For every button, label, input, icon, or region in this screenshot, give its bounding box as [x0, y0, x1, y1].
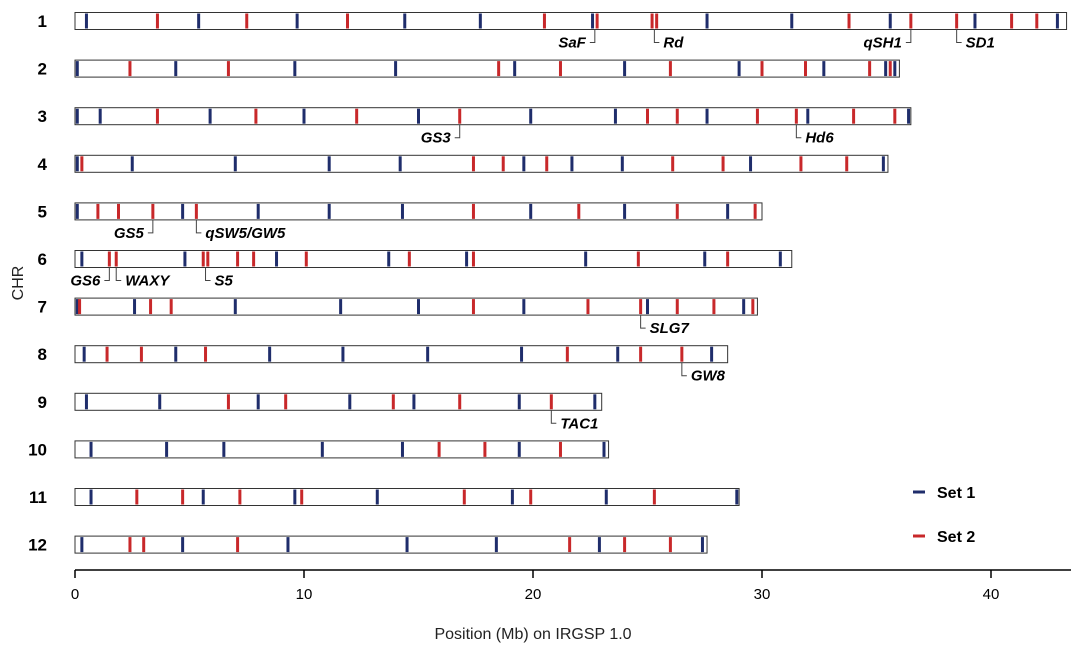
gene-annotation: WAXY [115, 267, 171, 290]
chromosome-9: 9 [38, 392, 603, 412]
chromosome-bar [74, 59, 900, 78]
chromosome-label: 11 [29, 488, 47, 507]
chromosome-3: 3 [38, 107, 912, 126]
chromosome-bar [74, 440, 610, 459]
annotation-leader-line [681, 362, 687, 377]
chromosome-label: 10 [28, 440, 47, 459]
chromosome-label: 12 [28, 536, 47, 555]
gene-annotation: SaF [558, 29, 596, 52]
chromosome-bar [74, 345, 729, 364]
gene-label: TAC1 [560, 415, 598, 432]
gene-label: GS5 [114, 225, 145, 242]
annotation-leader-line [905, 29, 912, 43]
gene-annotation: S5 [205, 267, 234, 290]
chromosome-5: 5 [38, 202, 763, 221]
gene-label: SaF [558, 35, 586, 52]
chromosome-6: 6 [38, 250, 793, 269]
annotation-leader-line [640, 315, 646, 329]
chromosome-10: 10 [28, 440, 610, 459]
gene-annotation: GS3 [421, 124, 461, 147]
gene-label: S5 [215, 273, 234, 290]
chromosome-8: 8 [38, 345, 729, 364]
chromosome-bar [74, 250, 793, 268]
gene-label: qSH1 [864, 35, 902, 52]
gene-annotation: GS5 [114, 219, 154, 242]
gene-label: Hd6 [805, 130, 834, 147]
gene-annotations: SaF Rd qSH1 SD1 GS3 Hd6 GS5 qSW5/GW5 GS6 WAXY S5 SL… [70, 29, 995, 432]
annotation-leader-line [115, 267, 122, 281]
annotation-leader-line [454, 124, 461, 139]
chromosome-bar [74, 107, 912, 126]
chromosome-bar [74, 488, 740, 506]
gene-label: qSW5/GW5 [205, 225, 286, 242]
annotation-leader-line [653, 29, 660, 43]
chromosome-label: 5 [38, 202, 47, 221]
x-axis: 0 10 20 30 40 [71, 569, 1071, 603]
legend-entry: Set 1 [913, 485, 975, 502]
chromosome-label: 6 [38, 250, 47, 269]
annotation-leader-line [104, 267, 110, 281]
chromosome-label: 4 [38, 155, 48, 174]
gene-annotation: GW8 [681, 362, 726, 385]
chromosome-bar [74, 154, 889, 173]
gene-annotation: qSW5/GW5 [195, 219, 286, 242]
gene-label: SD1 [966, 35, 995, 52]
gene-annotation: qSH1 [864, 29, 912, 52]
chromosome-12: 12 [28, 535, 708, 555]
chromosome-2: 2 [38, 59, 900, 79]
annotation-leader-line [195, 219, 202, 234]
chromosome-label: 8 [38, 345, 47, 364]
x-tick-label: 30 [754, 586, 771, 603]
gene-annotation: Rd [653, 29, 684, 52]
x-axis-title: Position (Mb) on IRGSP 1.0 [434, 626, 631, 643]
chromosome-label: 9 [38, 393, 47, 412]
chromosome-label: 2 [38, 60, 47, 79]
chromosome-1: 1 [38, 12, 1068, 31]
chromosome-label: 1 [38, 12, 47, 31]
legend-label: Set 2 [937, 529, 975, 546]
y-axis-title: CHR [10, 266, 27, 301]
chromosome-4: 4 [38, 154, 889, 174]
annotation-leader-line [550, 410, 557, 424]
chromosome-7: 7 [38, 297, 758, 317]
gene-label: GW8 [691, 368, 726, 385]
gene-label: SLG7 [650, 320, 690, 337]
gene-annotation: GS6 [70, 267, 110, 290]
x-tick-label: 0 [71, 586, 79, 603]
gene-label: GS6 [70, 273, 101, 290]
chromosome-11: 11 [29, 488, 740, 507]
gene-label: GS3 [421, 130, 452, 147]
gene-annotation: SD1 [956, 29, 995, 52]
x-tick-label: 10 [296, 586, 313, 603]
annotation-leader-line [147, 219, 154, 234]
chromosome-bar [74, 12, 1068, 30]
chromosome-bar [74, 202, 763, 221]
x-tick-label: 40 [983, 586, 1000, 603]
annotation-leader-line [205, 267, 211, 281]
gene-label: WAXY [125, 273, 171, 290]
annotation-leader-line [589, 29, 596, 43]
chromosome-label: 3 [38, 107, 47, 126]
gene-annotation: Hd6 [795, 124, 834, 147]
legend-entry: Set 2 [913, 529, 975, 546]
chromosome-bar [74, 535, 708, 554]
gene-annotation: TAC1 [550, 410, 598, 432]
gene-annotation: SLG7 [640, 315, 690, 337]
chromosome-bar [74, 297, 758, 316]
chromosome-bar [74, 392, 603, 411]
annotation-leader-line [956, 29, 962, 43]
gene-label: Rd [663, 35, 684, 52]
x-tick-label: 20 [525, 586, 542, 603]
chromosome-label: 7 [38, 298, 47, 317]
annotation-leader-line [795, 124, 802, 139]
legend: Set 1 Set 2 [913, 485, 975, 546]
legend-label: Set 1 [937, 485, 975, 502]
